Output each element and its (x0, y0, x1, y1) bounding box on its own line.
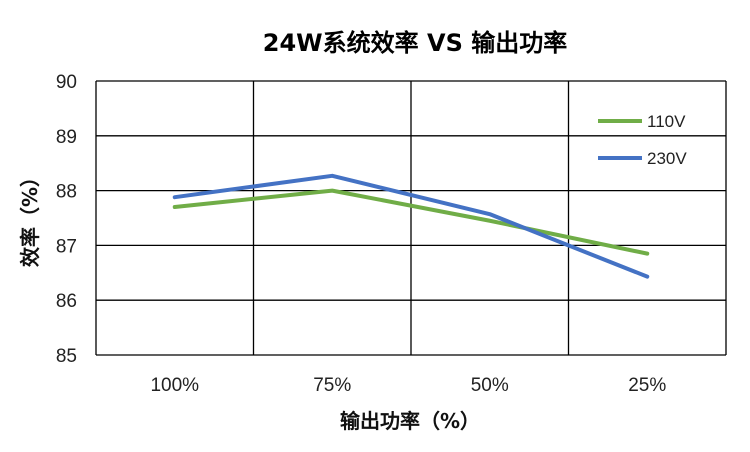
legend-label-110v: 110V (647, 112, 686, 131)
series-line-230v (172, 173, 650, 279)
legend-label-230v: 230V (647, 149, 687, 168)
x-tick-label: 75% (313, 375, 351, 396)
y-tick-label: 86 (56, 291, 77, 312)
chart-title: 24W系统效率 VS 输出功率 (263, 29, 567, 57)
x-tick-label: 100% (150, 375, 199, 396)
y-axis-label: 效率（%） (18, 167, 42, 267)
series-line-110v (172, 188, 650, 256)
y-tick-label: 88 (56, 182, 77, 203)
y-tick-label: 89 (56, 127, 77, 148)
y-tick-label: 90 (56, 72, 77, 93)
x-axis-label: 输出功率（%） (340, 409, 480, 433)
y-tick-label: 87 (56, 236, 77, 257)
x-tick-label: 50% (471, 375, 509, 396)
plot-grid (95, 80, 727, 356)
legend: 110V 230V (598, 112, 687, 168)
y-tick-labels: 85 86 87 88 89 90 (56, 72, 77, 367)
x-tick-labels: 100% 75% 50% 25% (150, 375, 666, 396)
y-tick-label: 85 (56, 346, 77, 367)
x-tick-label: 25% (628, 375, 666, 396)
series-lines (172, 173, 650, 279)
